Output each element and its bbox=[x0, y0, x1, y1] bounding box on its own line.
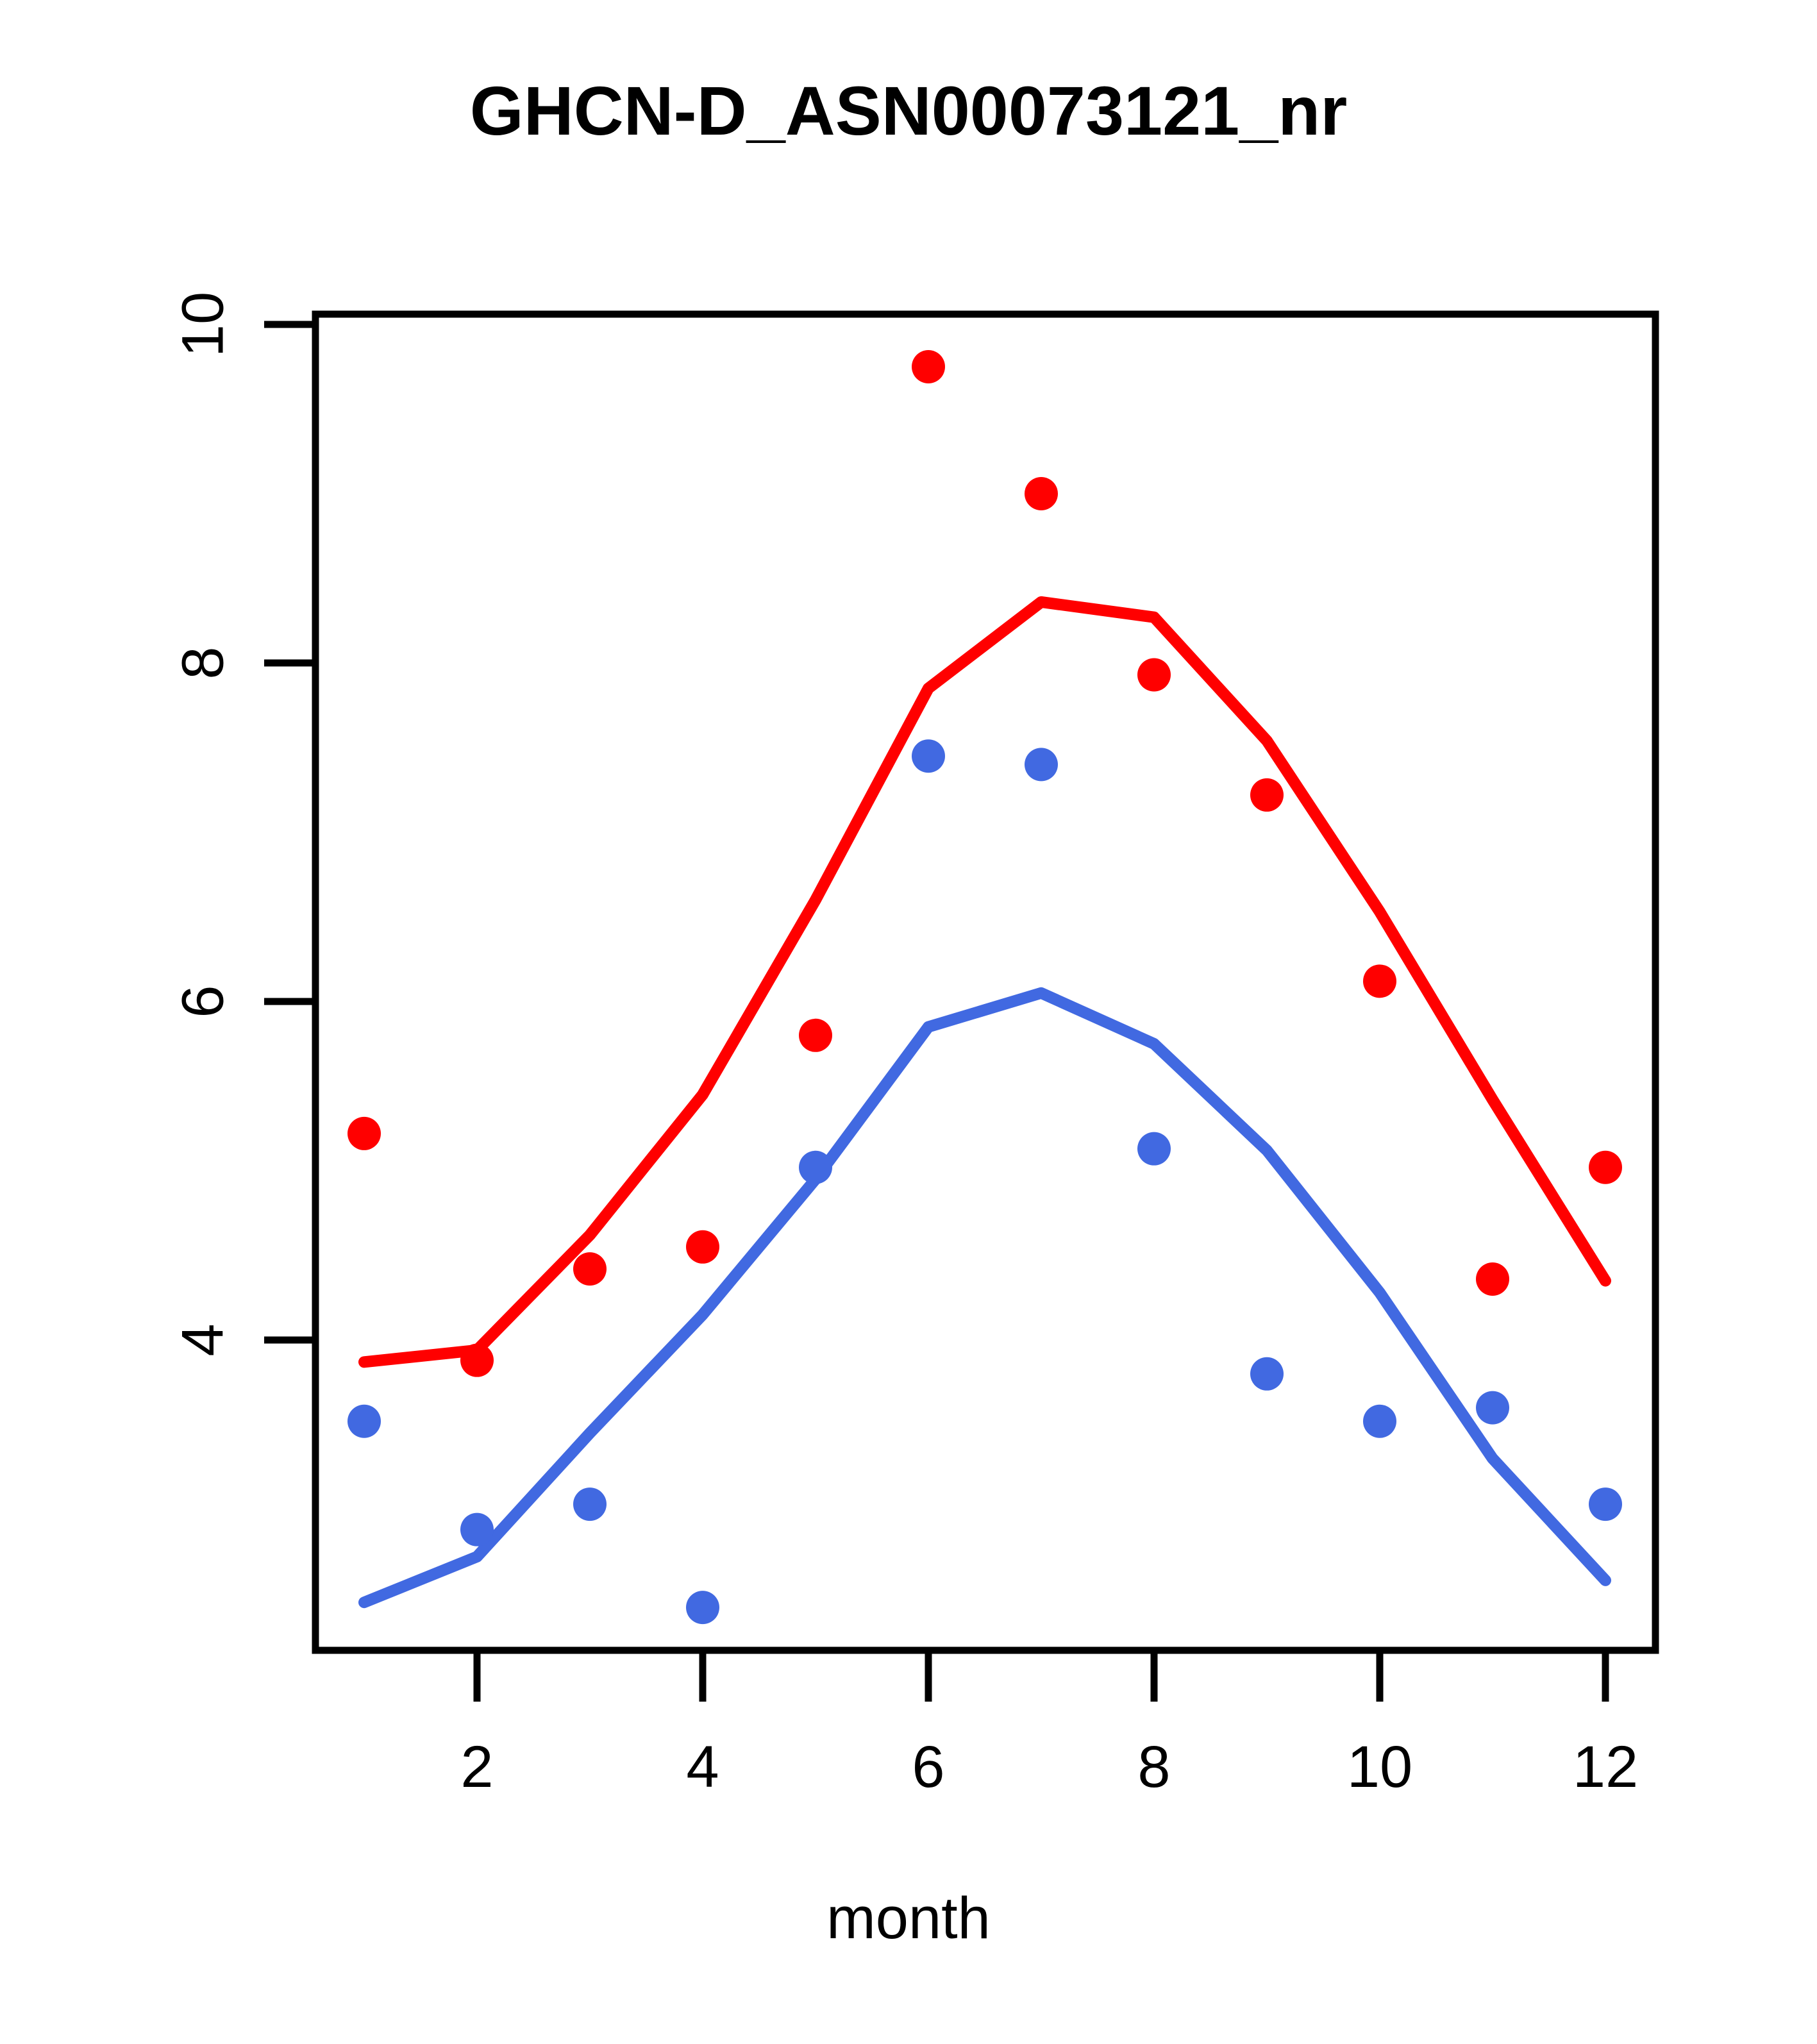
data-point bbox=[1363, 964, 1396, 998]
data-point bbox=[1137, 1132, 1171, 1166]
red-points bbox=[347, 350, 1622, 1377]
data-point bbox=[460, 1343, 494, 1377]
data-point bbox=[1589, 1150, 1622, 1184]
data-point bbox=[1476, 1262, 1509, 1296]
y-axis-tick-label: 10 bbox=[170, 291, 236, 358]
y-axis-tick-label: 6 bbox=[170, 985, 236, 1018]
x-axis-tick-label: 12 bbox=[1572, 1734, 1639, 1800]
data-point bbox=[1137, 658, 1171, 692]
data-point bbox=[573, 1252, 607, 1286]
blue-points bbox=[347, 739, 1622, 1625]
data-point bbox=[799, 1150, 832, 1184]
data-point bbox=[1025, 477, 1058, 510]
x-axis-tick-label: 10 bbox=[1346, 1734, 1413, 1800]
data-point bbox=[799, 1018, 832, 1052]
y-axis-ticks bbox=[264, 321, 315, 1344]
x-axis-ticks bbox=[473, 1650, 1609, 1702]
data-point bbox=[1589, 1487, 1622, 1521]
data-point bbox=[573, 1487, 607, 1521]
data-point bbox=[347, 1116, 381, 1150]
data-point bbox=[912, 739, 945, 773]
x-axis-tick-label: 6 bbox=[912, 1734, 945, 1800]
page-title: GHCN-D_ASN00073121_nr bbox=[469, 72, 1348, 149]
y-axis-tick-label: 8 bbox=[170, 646, 236, 680]
data-point bbox=[686, 1230, 719, 1264]
x-axis-tick-label: 8 bbox=[1137, 1734, 1171, 1800]
data-point bbox=[912, 350, 945, 383]
data-point bbox=[1025, 748, 1058, 782]
data-point bbox=[1363, 1404, 1396, 1438]
data-point bbox=[460, 1512, 494, 1546]
plot-frame bbox=[312, 310, 1659, 1654]
y-axis-tick-label: 4 bbox=[170, 1323, 236, 1357]
data-point bbox=[1250, 1357, 1284, 1391]
x-axis-tick-label: 4 bbox=[686, 1734, 719, 1800]
red-line bbox=[358, 596, 1611, 1368]
x-axis-tick-label: 2 bbox=[460, 1734, 494, 1800]
data-point bbox=[686, 1591, 719, 1625]
data-point bbox=[1476, 1391, 1509, 1425]
data-point bbox=[1250, 778, 1284, 812]
data-point bbox=[347, 1404, 381, 1438]
data-series-layer bbox=[347, 350, 1622, 1625]
x-axis-label: month bbox=[826, 1886, 991, 1951]
blue-line bbox=[358, 987, 1611, 1609]
